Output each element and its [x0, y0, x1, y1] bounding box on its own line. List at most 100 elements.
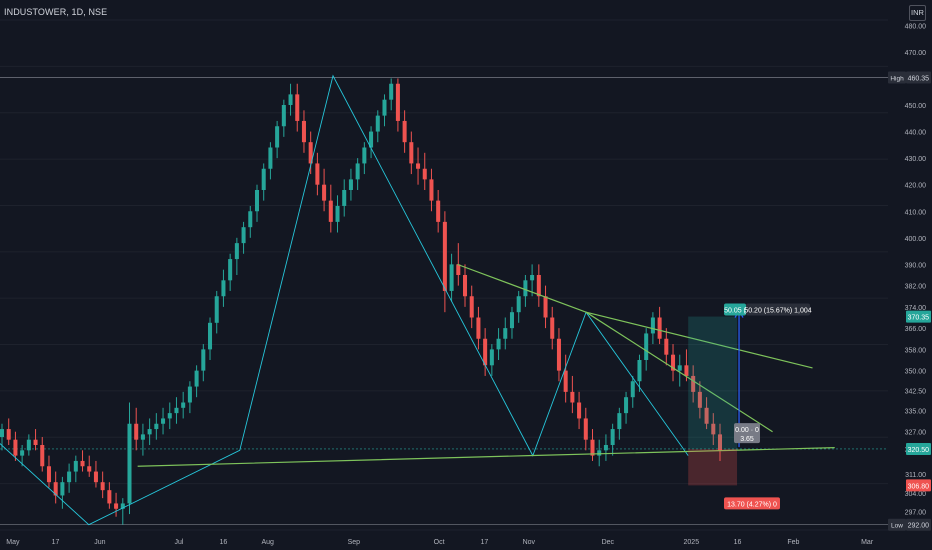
time-tick: 17 — [52, 539, 60, 546]
candle — [348, 168, 353, 201]
candle-body — [174, 407, 179, 414]
candle-body — [228, 259, 233, 281]
candle-body — [630, 381, 635, 398]
candle — [637, 354, 642, 392]
candle-body — [26, 439, 31, 451]
currency-button[interactable]: INR — [909, 5, 926, 21]
candle — [530, 264, 535, 297]
candle-body — [543, 296, 548, 318]
candle-body — [161, 418, 166, 424]
price-axis[interactable]: 480.00470.00460.00450.00440.00430.00420.… — [888, 0, 932, 550]
candle — [174, 397, 179, 424]
time-tick: Feb — [787, 539, 799, 546]
price-tick: 430.00 — [905, 156, 927, 163]
candle — [489, 344, 494, 376]
candle-body — [288, 94, 293, 105]
candle-body — [80, 460, 85, 467]
high-badge-tag: High — [890, 76, 904, 83]
candle — [301, 110, 306, 153]
candle — [261, 163, 266, 201]
candle-body — [523, 280, 528, 297]
entry-info-box-text: 3.65 — [740, 436, 754, 443]
high-badge: 460.35 High — [888, 71, 931, 84]
candle — [556, 328, 561, 382]
candle — [181, 391, 186, 419]
candle — [597, 439, 602, 467]
drawings[interactable]: 50.05 (50.20 (15.67%) 1,004 13.70 (4.27%)… — [0, 74, 835, 526]
candle-body — [301, 120, 306, 143]
candle — [288, 83, 293, 116]
price-tick: 304.00 — [905, 491, 927, 498]
target-price-badge-bg — [906, 310, 931, 323]
price-tick: 410.00 — [905, 209, 927, 216]
candle-body — [691, 375, 696, 392]
candle-body — [87, 466, 92, 472]
candle-body — [711, 423, 716, 435]
time-tick: Jun — [94, 539, 105, 546]
price-tick: 450.00 — [905, 103, 927, 110]
candle-body — [469, 296, 474, 318]
candle — [201, 344, 206, 382]
price-tick: 297.00 — [905, 509, 927, 516]
candle — [194, 365, 199, 398]
candles — [0, 78, 723, 525]
low-badge-text: 292.00 — [908, 523, 930, 530]
candle-body — [268, 147, 273, 169]
candle-body — [556, 338, 561, 371]
candle-body — [248, 211, 253, 228]
candle-body — [187, 386, 192, 403]
candle — [53, 471, 58, 504]
candle-body — [13, 439, 18, 456]
last-price-badge-bg — [906, 442, 931, 455]
candle — [87, 455, 92, 477]
candle — [33, 429, 38, 451]
candle — [248, 205, 253, 238]
candle — [140, 423, 145, 456]
candle — [13, 431, 18, 461]
candle-body — [348, 179, 353, 190]
symbol-title[interactable]: INDUSTOWER, 1D, NSE — [4, 7, 108, 17]
candle — [147, 418, 152, 445]
time-tick: Dec — [602, 539, 615, 546]
candle-body — [46, 466, 51, 483]
candle-body — [127, 423, 132, 504]
low-badge-tag-bg — [888, 518, 906, 531]
price-tick: 335.00 — [905, 408, 927, 415]
candle-body — [375, 115, 380, 132]
stop-price-badge: 306.80 — [906, 479, 931, 492]
candle — [221, 269, 226, 307]
candle — [563, 354, 568, 403]
candle-body — [73, 460, 78, 472]
candle-body — [6, 429, 11, 440]
candle — [93, 460, 98, 488]
time-tick: Jul — [174, 539, 183, 546]
candle — [134, 407, 139, 451]
candle — [677, 354, 682, 387]
candle — [711, 413, 716, 445]
price-tick: 420.00 — [905, 183, 927, 190]
candle-body — [33, 439, 38, 445]
candle-body — [402, 120, 407, 143]
candle — [496, 328, 501, 360]
low-badge-tag: Low — [891, 523, 903, 530]
candle-body — [462, 275, 468, 297]
candle — [100, 471, 105, 499]
candle-body — [120, 503, 125, 509]
candle — [322, 168, 327, 212]
last-price-badge-text: 320.50 — [908, 447, 930, 454]
stop-price-badge-text: 306.80 — [908, 483, 930, 490]
candle — [395, 78, 400, 132]
target-info-box: 50.20 (15.67%) 1,004 — [744, 303, 812, 316]
entry-info-box: 0.00 · 0 3.65 — [734, 423, 760, 444]
candle-body — [610, 429, 615, 445]
candle — [442, 211, 447, 313]
candle-body — [476, 317, 481, 339]
candle — [503, 317, 508, 350]
time-axis[interactable]: May 17 Jun Jul 16 Aug Sep Oct 17 Nov Dec 2025 16 Feb M… — [6, 539, 874, 546]
candle-body — [60, 482, 65, 496]
candle-body — [67, 471, 72, 483]
candle — [214, 290, 219, 334]
candle — [469, 285, 474, 329]
candle — [362, 142, 367, 175]
